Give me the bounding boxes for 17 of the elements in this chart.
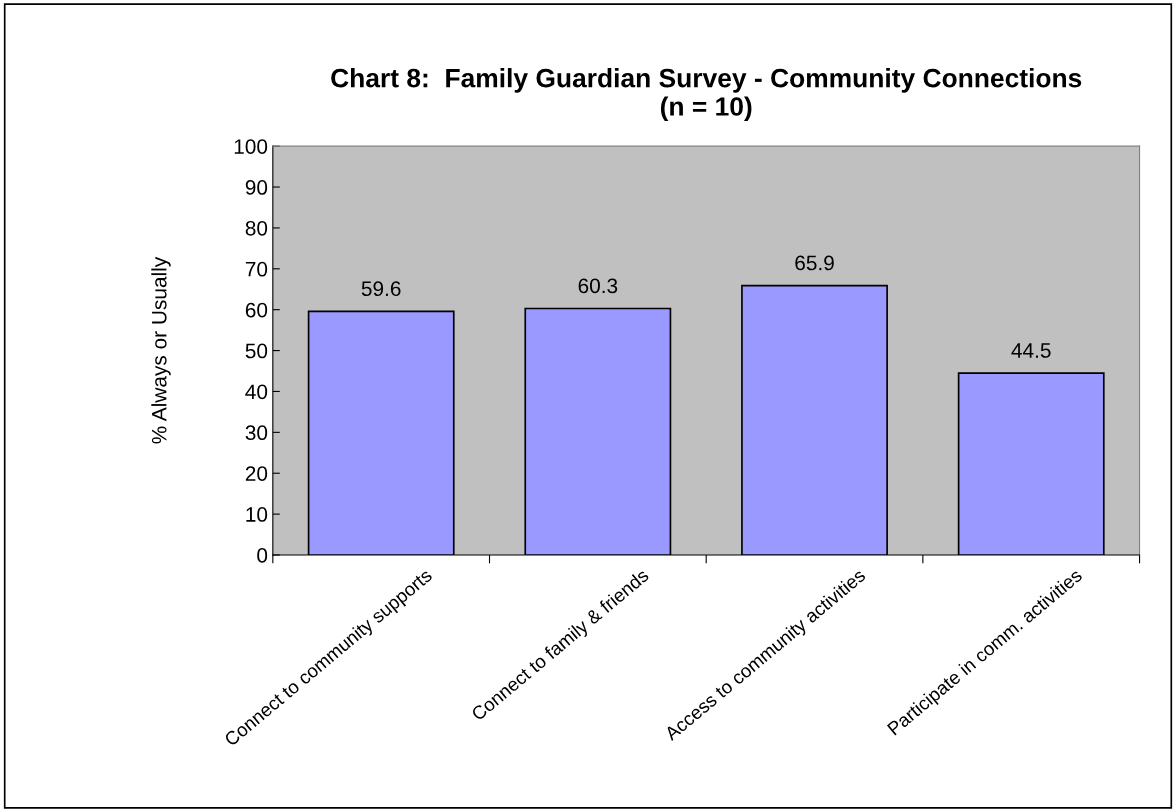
y-tick-label: 0 — [257, 548, 268, 563]
data-label: 59.6 — [361, 281, 401, 297]
y-tick-label: 100 — [234, 139, 268, 154]
y-tick-label: 40 — [245, 384, 268, 400]
y-tick-label: 20 — [245, 466, 268, 481]
y-tick-label: 60 — [245, 302, 268, 318]
data-label: 65.9 — [795, 255, 834, 271]
y-tick-label: 80 — [245, 220, 268, 236]
y-tick-label: 10 — [246, 507, 268, 522]
data-label: 60.3 — [578, 278, 618, 294]
y-tick-label: 70 — [245, 261, 268, 277]
chart-title: Chart 8: Family Guardian Survey - Community Connections (n = 10) — [331, 68, 1082, 122]
y-axis-title: % Always or Usually — [151, 256, 171, 444]
data-label: 44.5 — [1011, 343, 1051, 358]
y-tick-label: 30 — [245, 425, 268, 441]
y-tick-label: 90 — [245, 180, 268, 195]
y-tick-label: 50 — [245, 343, 268, 359]
